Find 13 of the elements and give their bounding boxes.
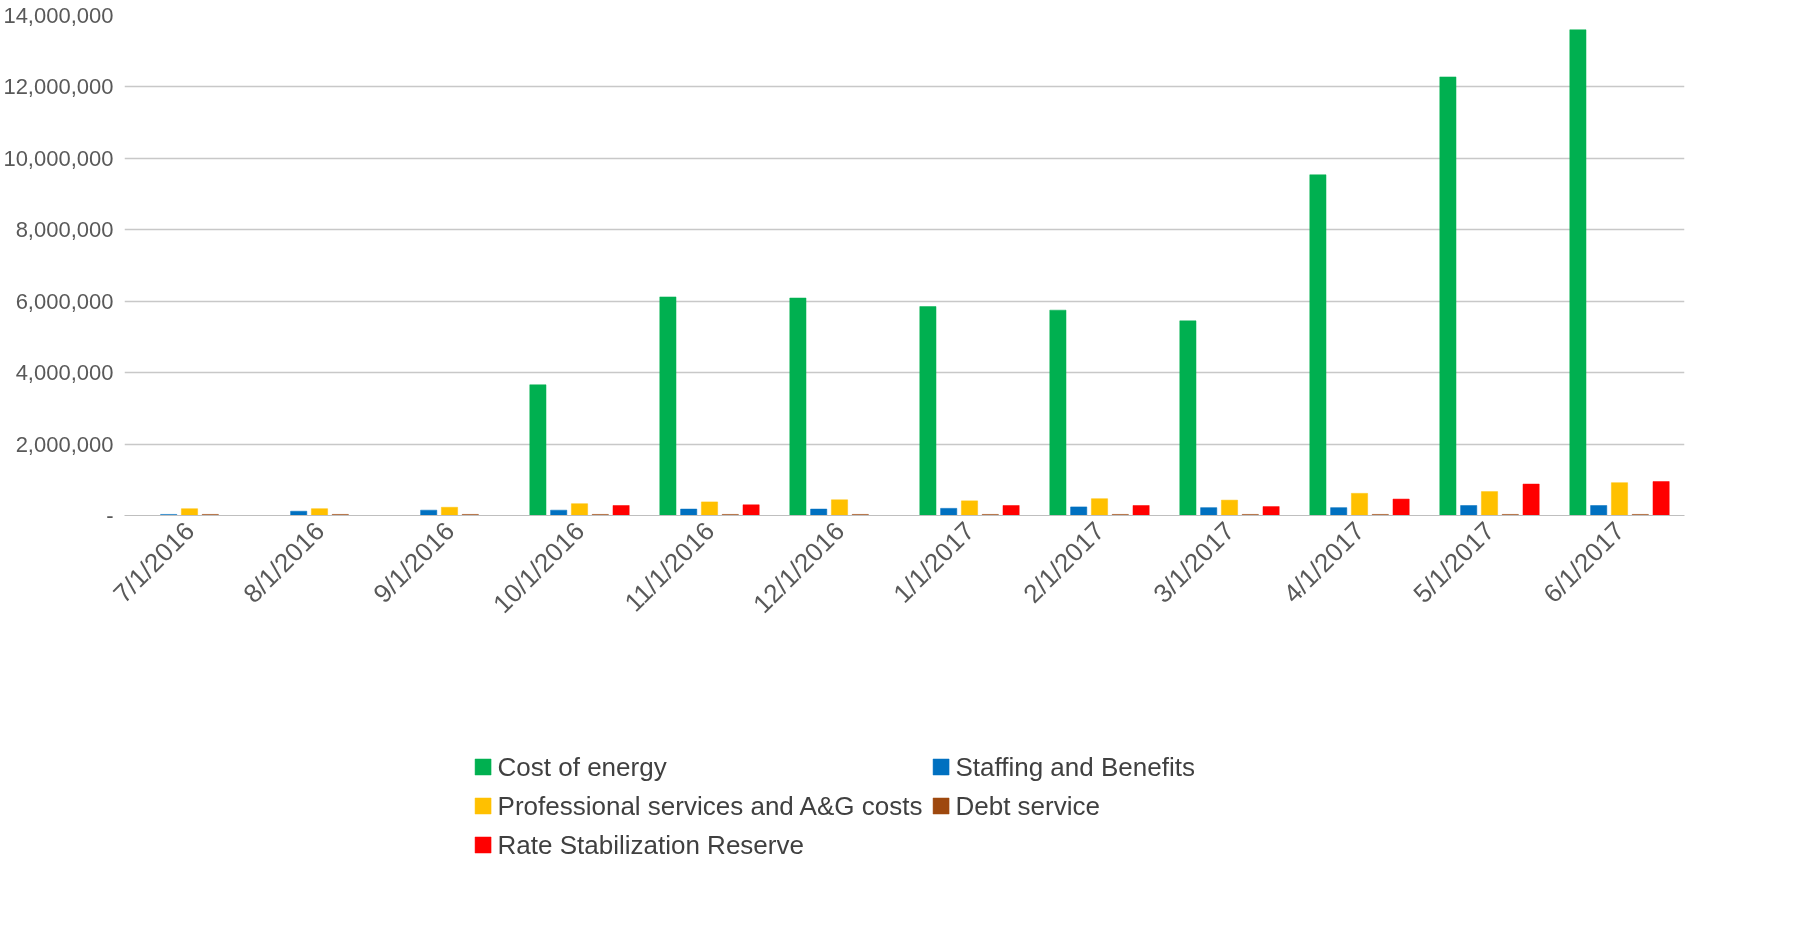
y-tick-label: 10,000,000 bbox=[3, 145, 114, 171]
y-tick-label: 14,000,000 bbox=[3, 3, 114, 28]
legend-label: Cost of energy bbox=[497, 751, 668, 783]
legend-label: Staffing and Benefits bbox=[955, 751, 1196, 783]
y-tick-label: 4,000,000 bbox=[15, 360, 114, 386]
legend-label: Professional services and A&G costs bbox=[497, 790, 923, 822]
y-tick-label: 8,000,000 bbox=[15, 217, 114, 243]
legend-label: Debt service bbox=[955, 790, 1101, 822]
legend-label: Rate Stabilization Reserve bbox=[497, 829, 805, 861]
y-tick-label: 2,000,000 bbox=[15, 431, 114, 457]
y-tick-label: 6,000,000 bbox=[15, 288, 114, 314]
y-tick-label: 12,000,000 bbox=[3, 74, 114, 100]
y-tick-label: - bbox=[106, 503, 114, 528]
